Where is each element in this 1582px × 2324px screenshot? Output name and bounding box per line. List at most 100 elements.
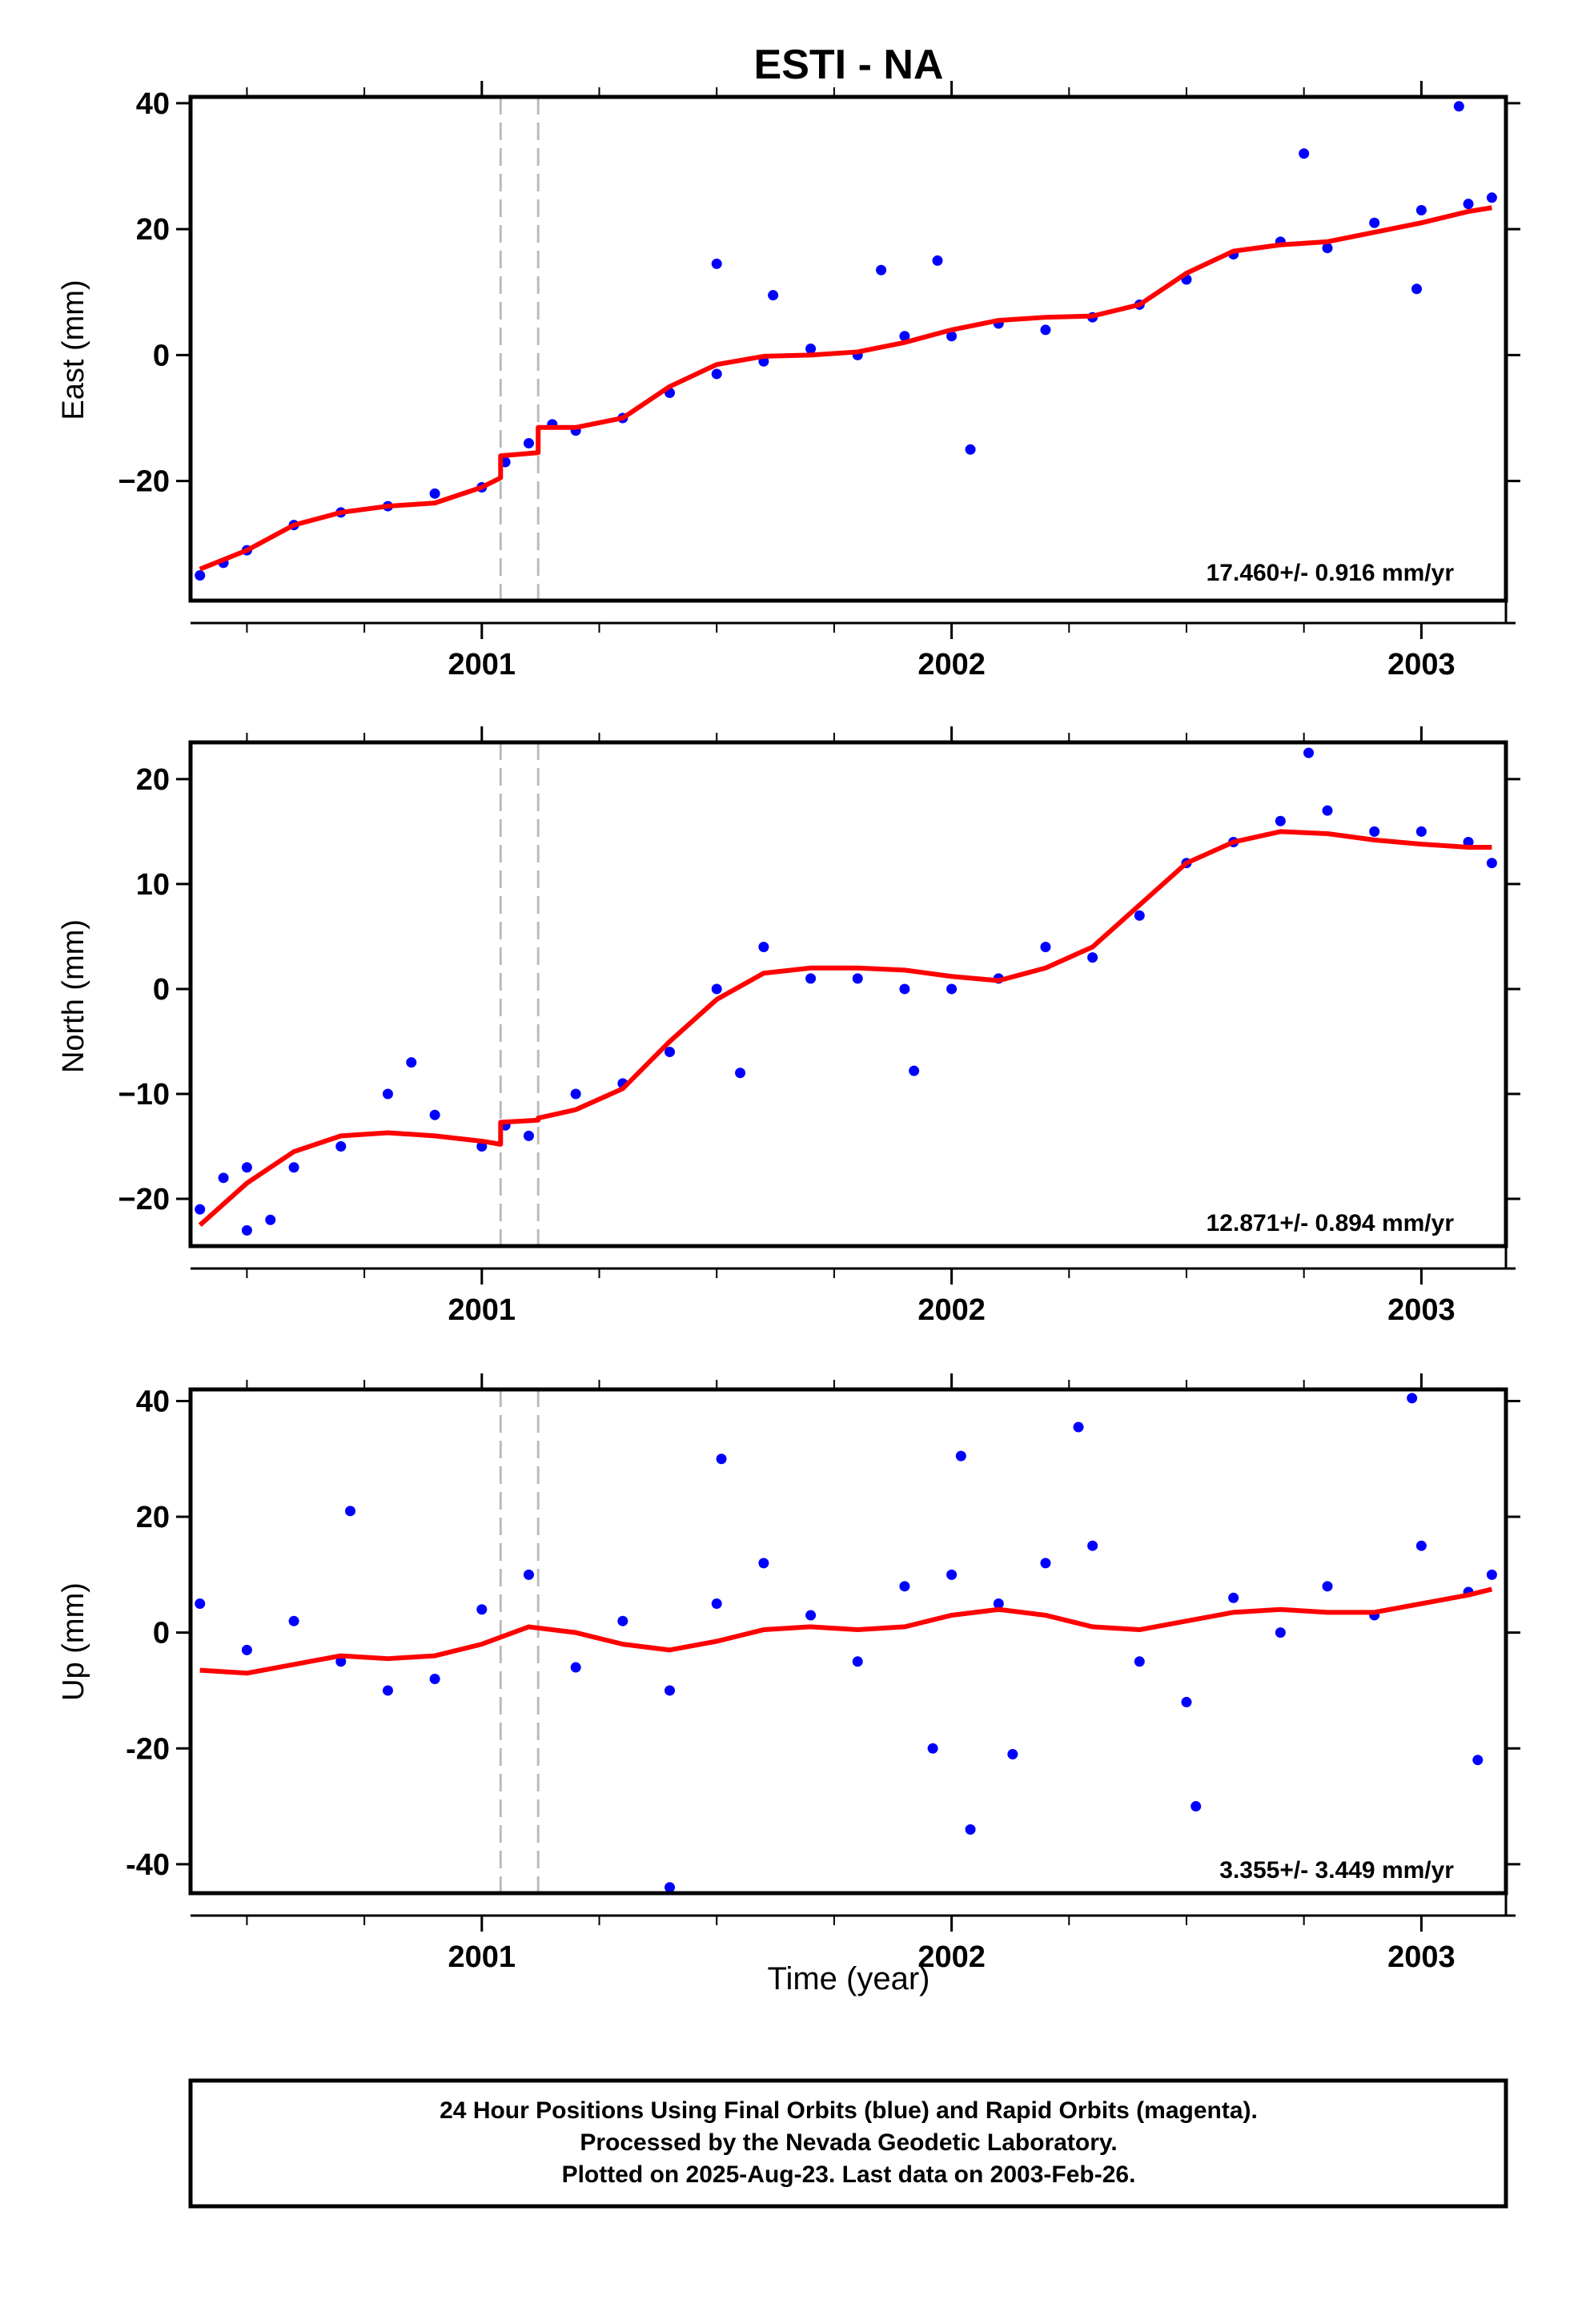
data-point	[288, 1615, 299, 1626]
data-point	[1369, 826, 1380, 837]
data-point	[195, 570, 206, 581]
footer-box: 24 Hour Positions Using Final Orbits (bl…	[188, 2078, 1508, 2209]
data-point	[1275, 815, 1286, 826]
x-axis-label: Time (year)	[768, 1961, 930, 1996]
data-point	[1486, 192, 1497, 203]
data-point	[288, 1162, 299, 1173]
data-point	[1134, 1656, 1145, 1667]
data-point	[429, 488, 440, 499]
y-tick-label: 20	[136, 1501, 170, 1534]
x-tick-label: 2003	[1387, 1940, 1456, 1974]
data-point	[335, 1656, 347, 1667]
data-point	[195, 1598, 206, 1610]
data-point	[927, 1743, 938, 1754]
y-tick-label: 40	[136, 1385, 170, 1418]
data-point	[1299, 148, 1310, 159]
data-point	[758, 1558, 769, 1569]
data-point	[965, 1823, 976, 1835]
data-point	[218, 1172, 229, 1184]
y-tick-label: 20	[136, 213, 170, 247]
data-point	[1191, 1801, 1202, 1812]
data-point	[1407, 1393, 1418, 1404]
data-point	[1322, 243, 1333, 254]
data-point	[1369, 217, 1380, 228]
x-tick-label: 2001	[448, 1940, 516, 1974]
data-point	[665, 1685, 676, 1696]
page-title: ESTI - NA	[754, 42, 944, 88]
data-point	[429, 1109, 440, 1120]
data-point	[876, 264, 887, 275]
data-point	[1486, 858, 1497, 869]
data-point	[805, 344, 817, 354]
data-point	[1181, 1696, 1192, 1707]
y-axis-label: North (mm)	[57, 919, 90, 1073]
data-point	[735, 1068, 746, 1079]
data-point	[1040, 324, 1051, 336]
y-tick-label: 20	[136, 763, 170, 797]
data-point	[1007, 1748, 1018, 1759]
rate-label: 17.460+/- 0.916 mm/yr	[1207, 560, 1455, 586]
north-panel: North (mm) 12.871+/- 0.894 mm/yr 2001 200…	[57, 726, 1520, 1327]
y-axis-label: East (mm)	[57, 279, 90, 420]
data-point	[946, 983, 958, 995]
data-point	[241, 1644, 252, 1655]
x-tick-label: 2002	[917, 648, 986, 682]
data-point	[1472, 1755, 1484, 1766]
y-tick-label: -40	[126, 1848, 170, 1882]
data-point	[932, 255, 943, 266]
y-tick-label: −10	[118, 1078, 170, 1112]
data-point	[909, 1065, 920, 1076]
data-point	[476, 1604, 488, 1615]
data-point	[335, 1141, 347, 1152]
data-point	[955, 1450, 966, 1462]
data-point	[899, 983, 910, 995]
data-point	[852, 1656, 863, 1667]
data-point	[345, 1506, 356, 1517]
data-point	[1415, 205, 1427, 216]
data-point	[1040, 942, 1051, 953]
y-tick-label: 0	[153, 339, 170, 372]
data-point	[665, 1882, 676, 1893]
data-point	[1134, 910, 1145, 921]
y-tick-label: −20	[118, 465, 170, 499]
data-point	[758, 942, 769, 953]
footer-line-3: Plotted on 2025-Aug-23. Last data on 200…	[562, 2161, 1136, 2188]
data-point	[993, 1598, 1004, 1610]
data-point	[1463, 199, 1474, 210]
y-tick-label: 10	[136, 868, 170, 902]
data-point	[946, 331, 958, 342]
data-point	[406, 1057, 417, 1068]
y-tick-label: −20	[118, 1183, 170, 1216]
data-point	[1303, 747, 1315, 758]
data-point	[1322, 805, 1333, 816]
data-point	[1411, 283, 1423, 295]
y-tick-label: 40	[136, 87, 170, 121]
fit-line	[199, 205, 1492, 572]
data-point	[711, 368, 722, 380]
x-tick-label: 2002	[917, 1940, 986, 1974]
y-tick-label: -20	[126, 1732, 170, 1766]
data-point	[1453, 101, 1464, 112]
data-point	[523, 1130, 534, 1141]
data-point	[1275, 1627, 1286, 1638]
data-point	[1228, 1592, 1239, 1603]
y-tick-label: 0	[153, 1617, 170, 1651]
data-point	[570, 1662, 581, 1673]
footer-frame	[188, 2078, 1508, 2209]
data-point	[1322, 1581, 1333, 1592]
data-point	[382, 1088, 393, 1100]
data-point	[1415, 1540, 1427, 1551]
up-panel: Up (mm) 3.355+/- 3.449 mm/yr Time (year)…	[57, 1373, 1520, 1996]
data-point	[711, 258, 722, 269]
data-point	[1087, 952, 1098, 963]
rate-label: 12.871+/- 0.894 mm/yr	[1207, 1210, 1455, 1236]
data-point	[265, 1214, 276, 1225]
x-tick-label: 2001	[448, 1293, 516, 1327]
x-tick-label: 2003	[1387, 648, 1456, 682]
east-panel: East (mm) 17.460+/- 0.916 mm/yr 2001 2002…	[57, 81, 1520, 682]
data-point	[805, 973, 817, 984]
data-point	[241, 1162, 252, 1173]
data-point	[805, 1610, 817, 1621]
data-point	[382, 1685, 393, 1696]
